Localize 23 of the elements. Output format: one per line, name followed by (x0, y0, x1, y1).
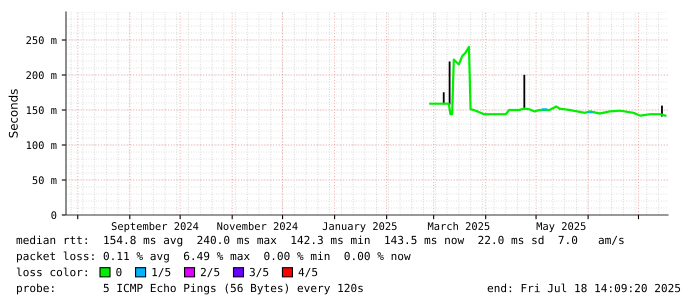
y-tick-label: 150 m (26, 106, 56, 114)
x-tick-label: September 2024 (112, 222, 198, 232)
text: probe: 5 ICMP Echo Pings (56 Bytes) every 120s (17, 284, 363, 294)
legend-label: 2/5 (200, 268, 220, 278)
legend-label: 1/5 (152, 268, 170, 278)
line-series (429, 46, 666, 117)
text: median rtt: 154.8 ms avg 240.0 ms max 142.3 ms min 143.5 ms now 22.0 ms sd 7.0 am/s (16, 236, 624, 246)
text: packet loss: 0.11 % avg 6.49 % max 0.00 % min 0.00 % now (17, 252, 411, 262)
text: end: Fri Jul 18 14:09:20 2025 (488, 284, 680, 292)
x-tick-label: January 2025 (322, 222, 397, 232)
legend-title: loss color: (16, 268, 87, 276)
legend-label: 3/5 (250, 268, 268, 278)
y-tick-label: 0 (51, 211, 56, 220)
y-tick-label: 50 m (32, 176, 56, 184)
x-tick-label: May 2025 (536, 222, 586, 232)
y-tick-label: 100 m (26, 141, 56, 150)
legend-label: 0 (116, 268, 122, 276)
y-tick-label: 250 m (26, 36, 56, 44)
x-tick-label: November 2024 (217, 222, 298, 230)
x-tick-label: March 2025 (428, 222, 490, 230)
legend-label: 4/5 (298, 268, 318, 278)
y-axis-title: Seconds (8, 89, 18, 138)
y-tick-label: 200 m (26, 71, 56, 80)
